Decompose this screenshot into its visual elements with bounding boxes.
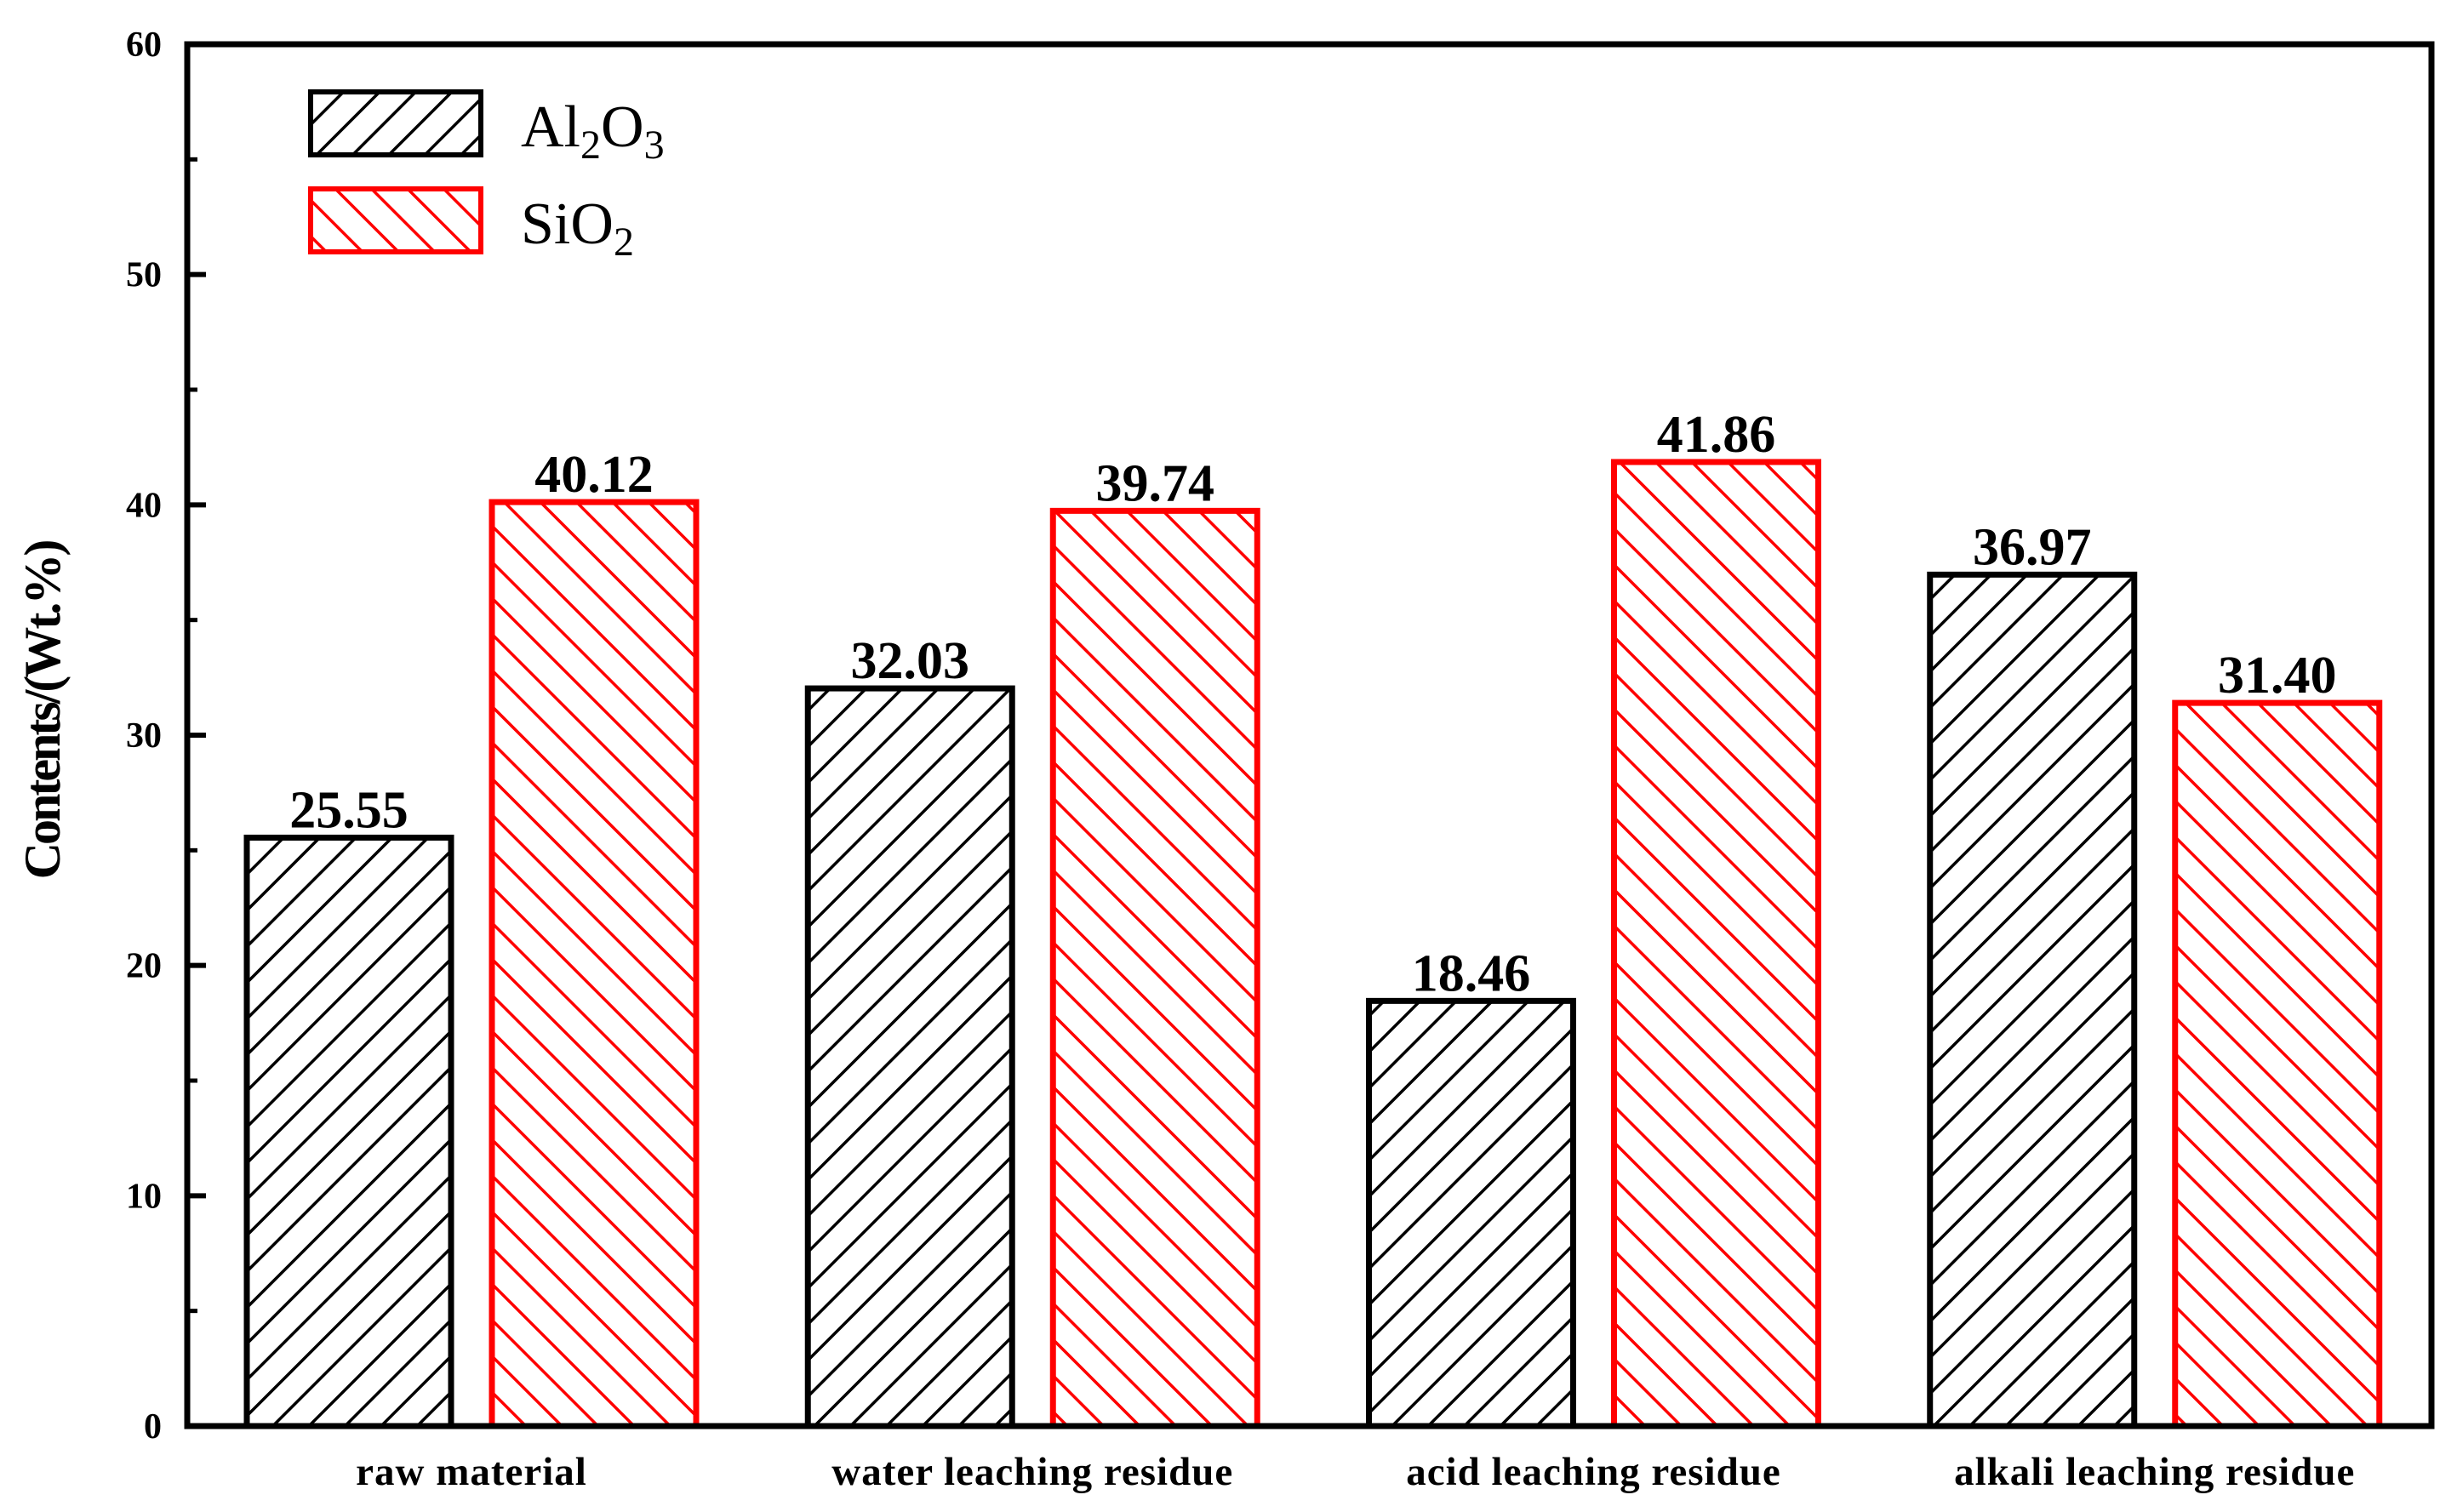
y-tick-label: 40	[126, 486, 162, 525]
bar-sio2	[489, 499, 700, 1429]
data-label-al2o3: 32.03	[851, 632, 970, 690]
bar-sio2	[2172, 699, 2383, 1429]
y-tick-label: 30	[126, 716, 162, 756]
legend: Al2O3 SiO2	[308, 89, 665, 265]
legend-label-sio2: SiO2	[521, 191, 634, 265]
data-label-al2o3: 18.46	[1412, 944, 1531, 1002]
y-axis-title: Contents/(Wt.%)	[14, 541, 71, 880]
data-label-sio2: 39.74	[1096, 454, 1215, 512]
bar-marks	[243, 459, 2383, 1429]
data-label-sio2: 40.12	[534, 446, 654, 504]
legend-label-al2o3: Al2O3	[521, 94, 665, 168]
y-tick-label: 10	[126, 1177, 162, 1216]
axis-ticks: 0 10 20 30 40 50 60	[126, 26, 206, 1446]
data-label-al2o3: 36.97	[1973, 518, 2092, 576]
x-category-label: water leaching residue	[831, 1450, 1233, 1494]
plot-frame	[184, 41, 2435, 1429]
bar-sio2	[1049, 507, 1260, 1429]
legend-item-sio2: SiO2	[308, 186, 634, 265]
y-axis-title-text: Contents/(Wt.%)	[14, 541, 71, 880]
legend-swatch-al2o3	[308, 89, 483, 157]
legend-item-al2o3: Al2O3	[308, 89, 665, 168]
y-tick-label: 20	[126, 947, 162, 986]
y-tick-label: 50	[126, 256, 162, 295]
bar-al2o3	[1366, 997, 1576, 1429]
y-tick-label: 0	[144, 1407, 162, 1446]
data-labels: 25.55 40.12 32.03 39.74 18.46 41.86 36.97 31.40	[289, 406, 2336, 1002]
legend-swatch-sio2	[308, 186, 483, 254]
bar-al2o3	[804, 685, 1015, 1429]
bar-sio2	[1611, 459, 1821, 1429]
x-category-label: raw material	[356, 1450, 587, 1494]
x-category-label: alkali leaching residue	[1954, 1450, 2355, 1494]
x-category-label: acid leaching residue	[1406, 1450, 1781, 1494]
bar-al2o3	[1927, 571, 2138, 1429]
category-labels: raw material water leaching residue acid l…	[356, 1450, 2355, 1494]
data-label-sio2: 31.40	[2218, 647, 2337, 705]
data-label-al2o3: 25.55	[289, 781, 409, 839]
data-label-sio2: 41.86	[1657, 406, 1776, 464]
bar-al2o3	[243, 834, 454, 1429]
y-tick-label: 60	[126, 26, 162, 65]
